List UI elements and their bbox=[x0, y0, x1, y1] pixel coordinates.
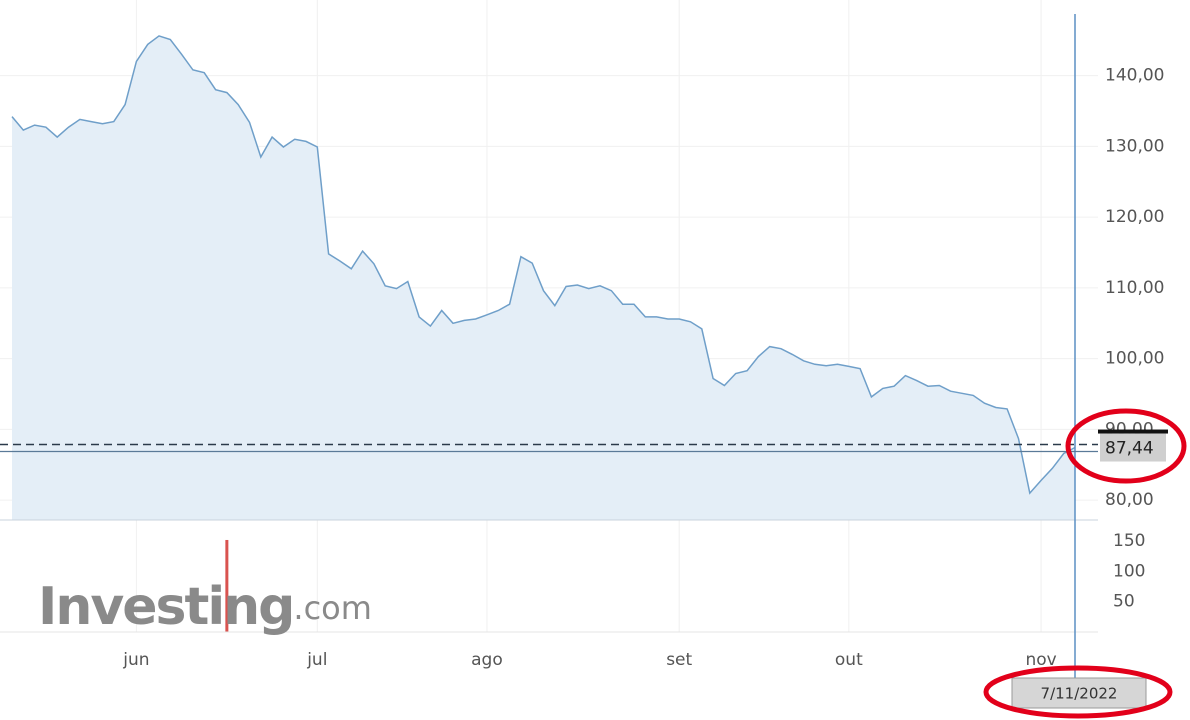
crosshair-date: 7/11/2022 bbox=[1041, 685, 1118, 703]
overlay: 87,44 bbox=[0, 429, 1168, 462]
volume-tick-label: 100 bbox=[1113, 561, 1145, 581]
x-tick-label: ago bbox=[471, 650, 503, 670]
x-tick-label: out bbox=[835, 650, 863, 670]
price-tag bbox=[1100, 433, 1166, 462]
highlight-circle bbox=[983, 665, 1173, 719]
x-tick-label: jun bbox=[122, 650, 149, 670]
y-tick-label: 100,00 bbox=[1105, 349, 1164, 369]
watermark-brand: Investing bbox=[38, 577, 293, 637]
price-line bbox=[11, 35, 1076, 495]
volume-tick-label: 50 bbox=[1113, 592, 1135, 612]
y-tick-label: 140,00 bbox=[1105, 66, 1164, 86]
price-tag-label: 87,44 bbox=[1105, 439, 1154, 459]
price-tag-bar bbox=[1098, 429, 1168, 434]
volume-tick-label: 150 bbox=[1113, 531, 1145, 551]
plot-area bbox=[11, 35, 1076, 632]
x-tick-label: set bbox=[666, 650, 692, 670]
x-tick-label: jul bbox=[306, 650, 327, 670]
volume-bar bbox=[225, 539, 229, 632]
crosshair-date-box bbox=[1011, 677, 1147, 709]
x-tick-label: nov bbox=[1025, 650, 1056, 670]
watermark: Investing.com bbox=[38, 577, 372, 637]
highlight-circle bbox=[1065, 408, 1187, 484]
y-tick-label: 110,00 bbox=[1105, 278, 1164, 298]
y-tick-label: 120,00 bbox=[1105, 207, 1164, 227]
area-fill bbox=[12, 35, 1075, 521]
y-tick-label: 130,00 bbox=[1105, 136, 1164, 156]
watermark-suffix: .com bbox=[293, 589, 372, 627]
y-tick-label: 80,00 bbox=[1105, 490, 1154, 510]
